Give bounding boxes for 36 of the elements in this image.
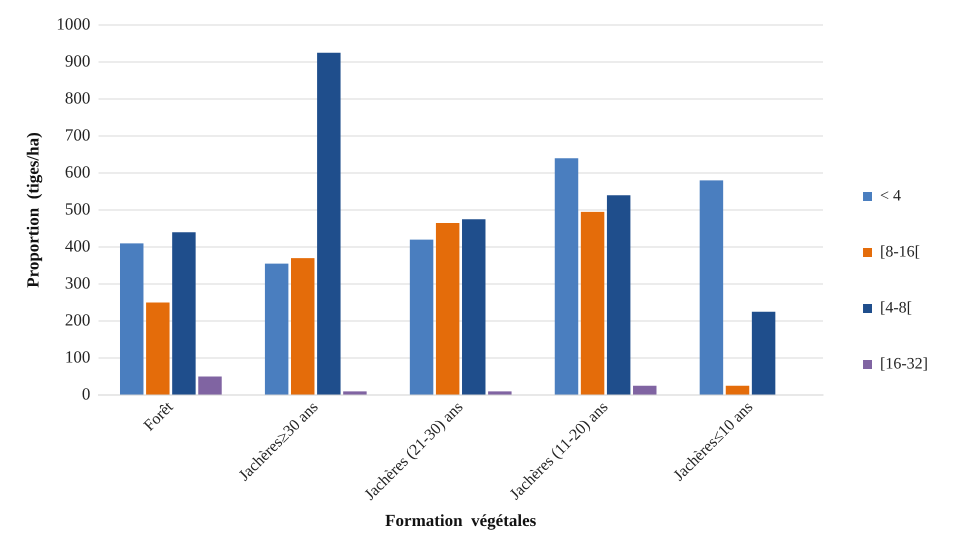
y-tick-label: 100 (64, 348, 90, 367)
y-tick-label: 500 (64, 199, 90, 218)
y-tick-label: 900 (64, 51, 90, 70)
y-axis-title: Proportion (tiges/ha) (24, 132, 43, 288)
bar (726, 386, 750, 395)
y-tick-label: 200 (64, 310, 90, 330)
bar (633, 386, 656, 395)
bar (554, 158, 578, 395)
bar (317, 52, 341, 395)
legend-label: [16-32] (880, 356, 928, 373)
legend-label: [4-8[ (880, 300, 912, 317)
y-tick-label: 0 (82, 384, 90, 404)
y-tick-label: 300 (64, 273, 90, 292)
bar (606, 195, 630, 395)
y-tick-label: 800 (64, 88, 90, 108)
bar (291, 258, 314, 395)
legend-label: [8-16[ (880, 244, 920, 261)
bar (700, 180, 724, 395)
bar (580, 212, 604, 395)
y-tick-label: 1000 (56, 14, 90, 34)
bar (120, 243, 144, 395)
bar (264, 264, 288, 395)
bar (343, 391, 367, 395)
bar (488, 391, 512, 395)
bar (198, 376, 222, 395)
y-tick-label: 400 (64, 236, 90, 256)
y-tick-label: 600 (64, 162, 90, 182)
bar (436, 222, 460, 395)
bar (172, 232, 196, 395)
legend-label: < 4 (880, 188, 902, 205)
bar (752, 312, 776, 395)
bar (146, 302, 170, 395)
bar (410, 240, 434, 395)
x-axis-title: Formation végétales (385, 511, 537, 530)
bar (462, 219, 486, 395)
y-tick-label: 700 (64, 125, 90, 144)
